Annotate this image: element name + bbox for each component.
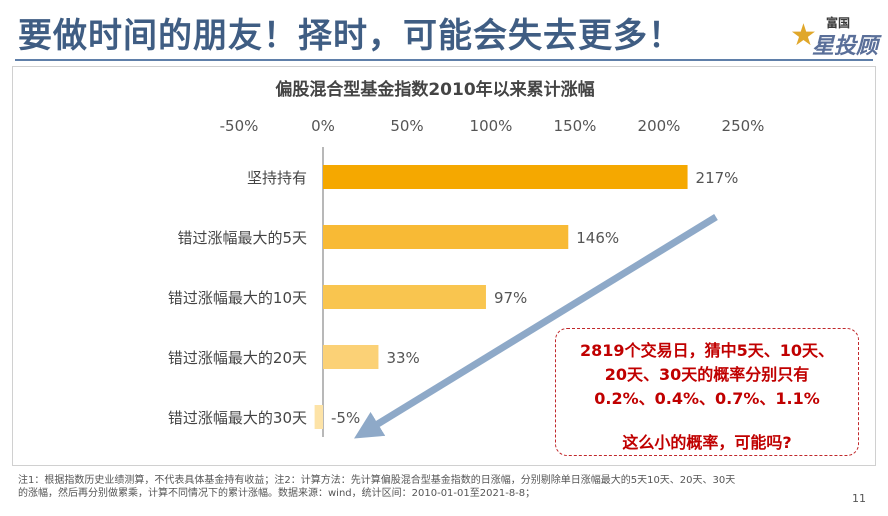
x-tick-label: 50% bbox=[390, 117, 423, 135]
annotation-callout: 2819个交易日，猜中5天、10天、 20天、30天的概率分别只有 0.2%、0… bbox=[555, 328, 859, 456]
data-label: 146% bbox=[576, 229, 619, 247]
logo-top-text: 富国 bbox=[826, 16, 851, 30]
category-label: 错过涨幅最大的5天 bbox=[177, 229, 307, 247]
category-label: 错过涨幅最大的30天 bbox=[168, 409, 307, 427]
annotation-line-2: 20天、30天的概率分别只有 bbox=[604, 365, 810, 384]
chart-panel: 偏股混合型基金指数2010年以来累计涨幅 -50% 0% 50% 100% 150% 200… bbox=[12, 66, 876, 466]
page-title: 要做时间的朋友！择时，可能会失去更多！ bbox=[18, 16, 683, 56]
x-tick-label: 100% bbox=[470, 117, 513, 135]
page-number: 11 bbox=[852, 492, 866, 505]
star-icon: ★ bbox=[790, 18, 817, 53]
annotation-question: 这么小的概率，可能吗? bbox=[622, 433, 792, 452]
x-tick-label: 250% bbox=[722, 117, 765, 135]
bar-2 bbox=[323, 285, 486, 309]
bar-chart: 偏股混合型基金指数2010年以来累计涨幅 -50% 0% 50% 100% 150% 200… bbox=[168, 79, 765, 439]
x-tick-label: 200% bbox=[638, 117, 681, 135]
data-label: -5% bbox=[331, 409, 360, 427]
title-divider bbox=[15, 59, 873, 61]
x-tick-label: 150% bbox=[554, 117, 597, 135]
data-label: 217% bbox=[696, 169, 739, 187]
data-label: 33% bbox=[386, 349, 419, 367]
data-label: 97% bbox=[494, 289, 527, 307]
bar-4 bbox=[314, 405, 323, 429]
chart-title: 偏股混合型基金指数2010年以来累计涨幅 bbox=[275, 79, 594, 100]
bar-1 bbox=[323, 225, 569, 249]
logo-main-text: 星投顾 bbox=[812, 34, 879, 59]
trend-arrow bbox=[354, 214, 718, 439]
category-label: 坚持持有 bbox=[247, 169, 307, 187]
footnote: 注1：根据指数历史业绩测算，不代表具体基金持有收益；注2：计算方法：先计算偏股混… bbox=[18, 475, 736, 499]
bar-0 bbox=[323, 165, 688, 189]
annotation-line-1: 2819个交易日，猜中5天、10天、 bbox=[580, 341, 834, 360]
x-tick-label: -50% bbox=[220, 117, 259, 135]
brand-logo: ★ 富国 星投顾 bbox=[790, 12, 882, 59]
bar-3 bbox=[323, 345, 379, 369]
category-label: 错过涨幅最大的10天 bbox=[168, 289, 307, 307]
annotation-line-3: 0.2%、0.4%、0.7%、1.1% bbox=[594, 389, 820, 408]
annotation-text: 2819个交易日，猜中5天、10天、 20天、30天的概率分别只有 0.2%、0… bbox=[556, 339, 858, 411]
category-label: 错过涨幅最大的20天 bbox=[168, 349, 307, 367]
x-tick-label: 0% bbox=[311, 117, 335, 135]
